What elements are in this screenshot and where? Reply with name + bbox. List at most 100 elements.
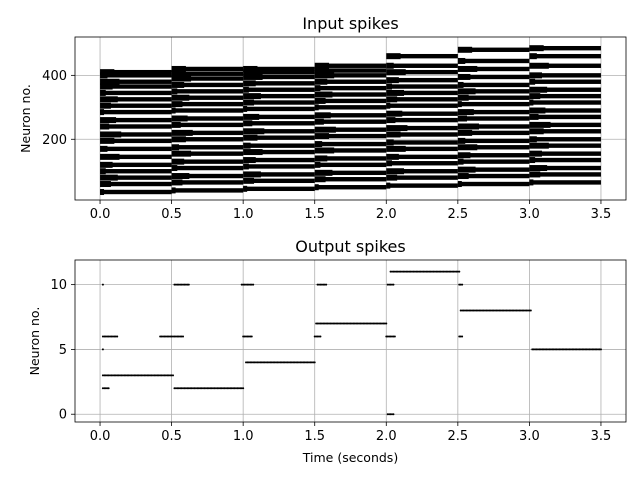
spike-point <box>184 283 187 286</box>
spike-point <box>418 270 421 273</box>
spike-point <box>199 387 202 390</box>
spike-band <box>473 145 530 150</box>
spike-point <box>116 374 119 377</box>
spike-band <box>386 183 458 188</box>
spike-band <box>253 135 315 140</box>
spike-burst <box>314 104 319 111</box>
spike-band <box>466 74 530 80</box>
spike-band <box>110 138 172 144</box>
spike-band <box>393 175 458 180</box>
spike-band <box>459 159 530 164</box>
spike-band <box>532 53 601 59</box>
spike-burst <box>529 107 546 114</box>
spike-point <box>160 335 163 338</box>
x-tick-label: 0.5 <box>161 429 182 444</box>
spike-point <box>182 335 185 338</box>
spike-point <box>204 387 207 390</box>
spike-point <box>249 335 252 338</box>
spike-band <box>256 172 315 177</box>
spike-band <box>400 169 458 174</box>
spike-point <box>240 283 243 286</box>
spike-point <box>340 322 343 325</box>
spike-point <box>179 283 182 286</box>
spike-point <box>292 361 295 364</box>
spike-point <box>592 348 595 351</box>
spike-point <box>508 309 511 312</box>
spike-point <box>509 309 512 312</box>
spike-point <box>323 322 326 325</box>
spike-point <box>425 270 428 273</box>
spike-point <box>549 348 552 351</box>
spike-burst <box>457 123 480 130</box>
spike-point <box>247 361 250 364</box>
spike-point <box>265 361 268 364</box>
spike-burst <box>314 147 335 154</box>
spike-point <box>462 309 465 312</box>
spike-point <box>518 309 521 312</box>
spike-band <box>326 113 387 118</box>
spike-point <box>303 361 306 364</box>
spike-point <box>352 322 355 325</box>
spike-run-neuron-4 <box>245 361 316 364</box>
spike-point <box>315 322 318 325</box>
spike-point <box>133 374 136 377</box>
spike-point <box>528 309 531 312</box>
spike-point <box>316 335 319 338</box>
spike-burst <box>100 72 108 79</box>
spike-point <box>174 387 177 390</box>
spike-burst <box>100 123 110 130</box>
spike-point <box>169 335 172 338</box>
spike-point <box>247 335 250 338</box>
spike-run-neuron-2 <box>173 387 245 390</box>
spike-point <box>542 348 545 351</box>
spike-band <box>110 69 172 75</box>
spike-point <box>283 361 286 364</box>
spike-band <box>175 145 244 150</box>
spike-point <box>246 335 249 338</box>
spike-point <box>492 309 495 312</box>
spike-burst <box>529 62 549 69</box>
spike-point <box>353 322 356 325</box>
spike-point <box>160 374 163 377</box>
spike-burst <box>457 88 476 95</box>
spike-point <box>116 335 119 338</box>
spike-burst <box>100 83 113 90</box>
spike-burst <box>100 174 118 181</box>
spike-band <box>544 143 601 148</box>
spike-burst <box>529 157 536 164</box>
spike-point <box>388 283 391 286</box>
spike-burst <box>243 185 248 192</box>
spike-point <box>180 283 183 286</box>
spike-band <box>178 180 244 185</box>
spike-point <box>325 322 328 325</box>
spike-band <box>187 76 244 81</box>
spike-band <box>185 95 244 100</box>
x-tick-label: 2.0 <box>376 207 397 222</box>
output-grid <box>75 260 626 422</box>
spike-point <box>581 348 584 351</box>
spike-burst <box>171 107 176 114</box>
spike-point <box>526 309 529 312</box>
spike-point <box>458 270 461 273</box>
spike-point <box>409 270 412 273</box>
spike-band <box>101 90 172 96</box>
spike-band <box>106 181 172 187</box>
spike-point <box>297 361 300 364</box>
spike-point <box>224 387 227 390</box>
spike-point <box>277 361 280 364</box>
spike-point <box>147 374 150 377</box>
spike-burst <box>100 137 115 144</box>
spike-point <box>485 309 488 312</box>
output-axes-frame <box>74 259 627 423</box>
spike-point <box>302 361 305 364</box>
spike-point <box>476 309 479 312</box>
spike-point <box>511 309 514 312</box>
spike-point <box>343 322 346 325</box>
spike-band <box>258 74 315 80</box>
spike-point <box>236 387 239 390</box>
x-tick-label: 0.0 <box>90 429 111 444</box>
spike-point <box>187 387 190 390</box>
spike-band <box>398 111 458 116</box>
output-spikes-axes: 0.0 0.5 1.0 1.5 2.0 2.5 3.0 3.5 0 5 10 Output spik… <box>27 237 627 465</box>
spike-point <box>144 374 147 377</box>
